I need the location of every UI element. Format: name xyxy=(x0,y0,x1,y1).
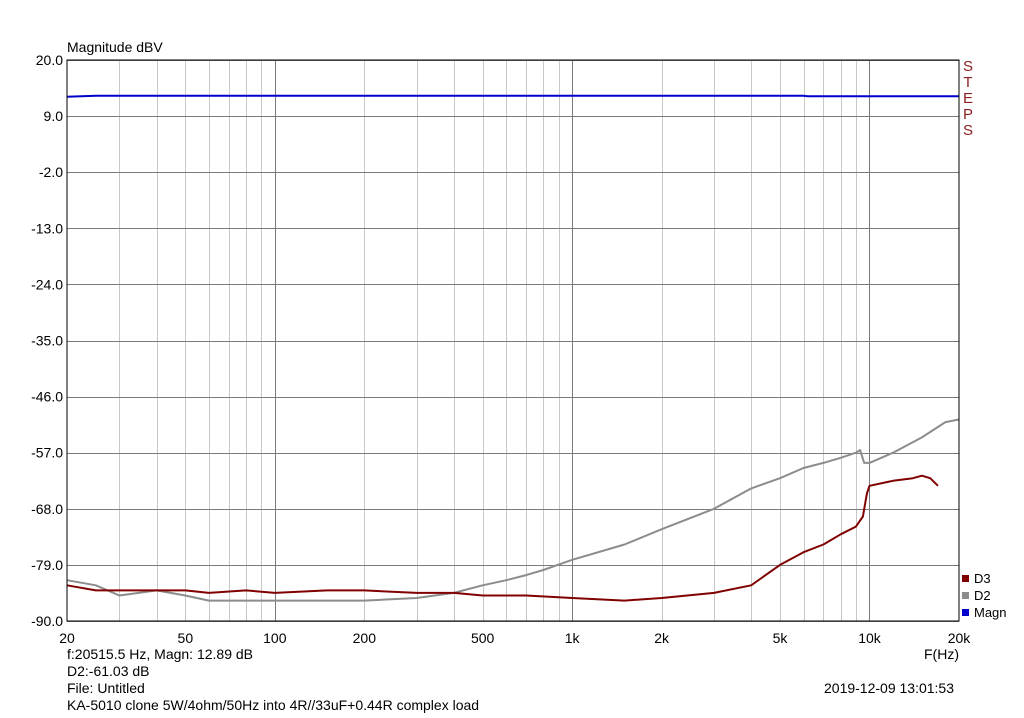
x-tick-label: 10k xyxy=(858,630,882,646)
file-name: File: Untitled xyxy=(67,680,145,696)
x-tick-label: 100 xyxy=(263,630,287,646)
x-tick-label: 200 xyxy=(353,630,377,646)
legend: D3 D2 Magn xyxy=(962,570,1007,621)
legend-swatch-d3 xyxy=(962,575,969,582)
y-tick-label: -13.0 xyxy=(31,220,63,236)
legend-label-d2: D2 xyxy=(974,588,991,603)
series-line-d2 xyxy=(66,418,960,602)
tick-labels: 20.0 9.0 -2.0 -13.0 -24.0 -35.0 -46.0 -57.0 -68.… xyxy=(31,52,971,646)
chart-title: Magnitude dBV xyxy=(67,39,163,55)
series-line-magn xyxy=(66,94,959,98)
legend-swatch-magn xyxy=(962,609,969,616)
x-tick-label: 5k xyxy=(773,630,789,646)
series-line-d3 xyxy=(66,474,939,602)
plot-frame xyxy=(66,59,960,622)
x-tick-label: 1k xyxy=(565,630,581,646)
measurement-description: KA-5010 clone 5W/4ohm/50Hz into 4R//33uF… xyxy=(67,697,480,713)
cursor-readout: f:20515.5 Hz, Magn: 12.89 dB xyxy=(67,646,254,662)
legend-item-d3[interactable]: D3 xyxy=(962,570,1007,587)
y-tick-label: 9.0 xyxy=(44,108,64,124)
legend-item-d2[interactable]: D2 xyxy=(962,587,1007,604)
x-tick-label: 50 xyxy=(178,630,194,646)
legend-swatch-d2 xyxy=(962,592,969,599)
y-tick-label: -79.0 xyxy=(31,557,63,573)
y-tick-label: -57.0 xyxy=(31,445,63,461)
timestamp: 2019-12-09 13:01:53 xyxy=(824,680,954,696)
y-tick-label: -68.0 xyxy=(31,501,63,517)
steps-side-label: S T E P S xyxy=(961,59,975,139)
x-tick-label: 2k xyxy=(654,630,670,646)
d2-readout: D2:-61.03 dB xyxy=(67,663,150,679)
x-tick-label: 500 xyxy=(471,630,495,646)
steps-letter: S xyxy=(962,58,973,75)
grid-lines xyxy=(67,60,959,622)
y-tick-label: 20.0 xyxy=(36,52,63,68)
y-tick-label: -35.0 xyxy=(31,333,63,349)
y-tick-label: -24.0 xyxy=(31,276,63,292)
legend-item-magn[interactable]: Magn xyxy=(962,604,1007,621)
y-tick-label: -90.0 xyxy=(31,613,63,629)
x-axis-label: F(Hz) xyxy=(924,646,959,662)
steps-letter: P xyxy=(962,106,973,123)
x-tick-label: 20k xyxy=(948,630,972,646)
steps-letter: T xyxy=(963,74,973,91)
legend-label-magn: Magn xyxy=(974,605,1007,620)
y-tick-label: -46.0 xyxy=(31,389,63,405)
y-tick-label: -2.0 xyxy=(39,164,63,180)
steps-letter: E xyxy=(962,90,973,107)
legend-label-d3: D3 xyxy=(974,571,991,586)
x-tick-label: 20 xyxy=(59,630,75,646)
traces xyxy=(66,94,960,602)
steps-letter: S xyxy=(962,122,973,139)
